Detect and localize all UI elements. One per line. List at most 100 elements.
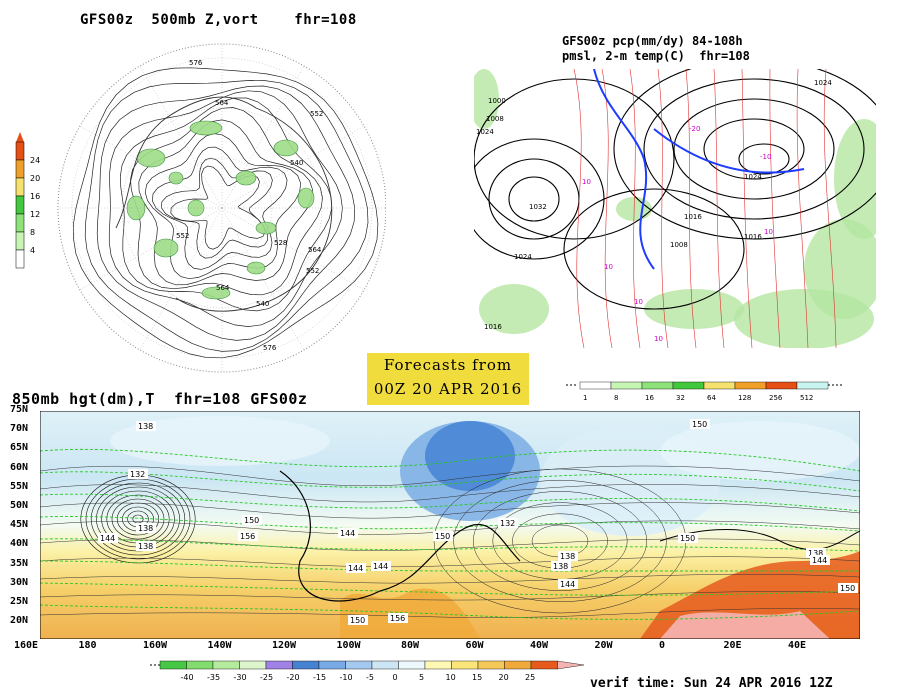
h850-contour-label-bg xyxy=(838,583,858,593)
precip-colorbar-seg xyxy=(641,381,674,390)
h850-hot-core xyxy=(660,611,830,639)
precip-temp-label: 10 xyxy=(634,298,643,306)
h850-colorbar-label: 0 xyxy=(393,673,398,682)
h850-contour-label-bg xyxy=(238,531,258,541)
precip-isotherm xyxy=(601,68,613,349)
h850-height-contour xyxy=(39,465,861,487)
vort-colorbar-seg xyxy=(15,141,25,161)
h850-cold-area xyxy=(425,421,515,491)
h850-contour-label-bg xyxy=(551,561,571,571)
h850-contour-label-bg xyxy=(346,563,366,573)
vort-colorbar-label: 4 xyxy=(30,246,35,255)
precip-isotherm xyxy=(657,68,669,349)
h850-contour-label: 150 xyxy=(435,532,450,541)
vort-vorticity-patch xyxy=(246,261,266,275)
precip-isotherm xyxy=(713,68,725,349)
precip-colorbar-label: 1 xyxy=(583,394,587,402)
h850-height-contour xyxy=(39,502,861,519)
precip-isobar xyxy=(488,158,580,240)
precip-temp-label: 10 xyxy=(582,178,591,186)
vort-meridian xyxy=(221,60,308,209)
h850-contour-label-bg xyxy=(678,533,698,543)
vort-polar-map: 576 564 552 540 528 564 552 540 576 564 552 xyxy=(56,28,387,384)
h850-isotherm xyxy=(39,471,861,492)
precip-isobar xyxy=(703,118,805,180)
vort-vorticity-patch xyxy=(255,221,277,235)
lat-tick-label: 25N xyxy=(10,596,29,607)
precip-colorbar-label: 32 xyxy=(676,394,685,402)
h850-contour-label-bg xyxy=(136,541,156,551)
h850-contour-label: 150 xyxy=(350,616,365,625)
precip-isobar xyxy=(738,143,790,175)
h850-isotherm xyxy=(39,604,861,620)
vort-contour-label: 552 xyxy=(176,232,189,240)
vort-vorticity-patch xyxy=(297,187,315,209)
h850-contour-label: 132 xyxy=(130,470,145,479)
lon-tick-label: 160E xyxy=(14,640,39,651)
vort-vorticity-patch xyxy=(235,170,257,186)
precip-isotherm xyxy=(573,68,585,349)
vort-colorbar-seg xyxy=(15,159,25,179)
vort-colorbar-label: 12 xyxy=(30,210,40,219)
precip-pressure-label: 1024 xyxy=(514,253,532,261)
precip-map: 1024 1032 1024 1016 1008 1000 1024 1016 1008 1016… xyxy=(463,58,895,349)
lat-tick-label: 65N xyxy=(10,442,29,454)
vort-contour-label: 576 xyxy=(189,59,203,67)
precip-colorbar-label: 512 xyxy=(800,394,813,402)
precip-area xyxy=(479,284,549,334)
h850-contour-label-bg xyxy=(558,551,578,561)
precip-temp-label: 10 xyxy=(604,263,613,271)
vort-contour-label: 552 xyxy=(310,110,323,118)
lat-tick-label: 50N xyxy=(10,500,29,511)
h850-contour-label-bg xyxy=(242,515,262,525)
vort-vorticity-patch xyxy=(136,148,166,168)
precip-isobar xyxy=(473,78,675,240)
precip-isobar xyxy=(508,176,560,222)
h850-contour-label-bg xyxy=(136,523,156,533)
h850-colorbar-label: 5 xyxy=(419,673,424,682)
h850-colorbar-seg xyxy=(292,660,320,670)
h850-colorbar-label: 25 xyxy=(525,673,535,682)
h850-panel-title: 850mb hgt(dm),T fhr=108 GFS00z xyxy=(12,390,308,408)
vort-meridian xyxy=(221,207,370,294)
precip-isobar xyxy=(563,188,745,310)
h850-contour-label: 138 xyxy=(553,562,568,571)
precip-colorbar-label: 128 xyxy=(738,394,751,402)
h850-low-contour xyxy=(116,502,160,536)
lon-tick-label: 120W xyxy=(272,640,297,651)
vort-vorticity-patch xyxy=(201,286,231,300)
h850-colorbar-seg xyxy=(239,660,267,670)
h850-colorbar-seg xyxy=(477,660,505,670)
vort-vorticity-patch xyxy=(273,139,299,157)
h850-contour-label: 144 xyxy=(373,562,388,571)
h850-contour-label: 150 xyxy=(680,534,695,543)
vort-vorticity-patch xyxy=(153,238,179,258)
precip-freezing-line xyxy=(593,68,805,270)
precip-pressure-label: 1016 xyxy=(744,233,762,241)
precip-pressure-label: 1016 xyxy=(484,323,502,331)
precip-colorbar-label: 256 xyxy=(769,394,783,402)
h850-height-contour xyxy=(39,574,861,584)
vort-colorbar-seg xyxy=(15,177,25,197)
h850-contour-label: 144 xyxy=(812,556,827,565)
lon-tick-label: 80W xyxy=(401,640,420,651)
vort-meridian xyxy=(74,122,223,209)
h850-colorbar-label: -40 xyxy=(181,673,194,682)
h850-high-contour xyxy=(453,479,667,603)
precip-pressure-label: 1008 xyxy=(486,115,504,123)
vort-colorbar-seg xyxy=(15,249,25,269)
h850-contour-label: 144 xyxy=(340,529,355,538)
h850-contour-label: 138 xyxy=(138,422,153,431)
h850-colorbar-seg xyxy=(159,660,187,670)
h850-colorbar-seg xyxy=(504,660,532,670)
lat-tick-label: 40N xyxy=(10,538,29,550)
lon-tick-label: 160W xyxy=(143,640,168,651)
vort-colorbar-seg xyxy=(15,195,25,215)
lat-tick-label: 20N xyxy=(10,615,29,627)
verif-time: verif time: Sun 24 APR 2016 12Z xyxy=(590,676,833,691)
h850-colorbar-seg xyxy=(318,660,346,670)
h850-isotherm xyxy=(39,538,861,552)
h850-contour-label: 156 xyxy=(240,532,255,541)
vort-parallel xyxy=(171,157,273,259)
vort-height-contour xyxy=(138,119,313,286)
